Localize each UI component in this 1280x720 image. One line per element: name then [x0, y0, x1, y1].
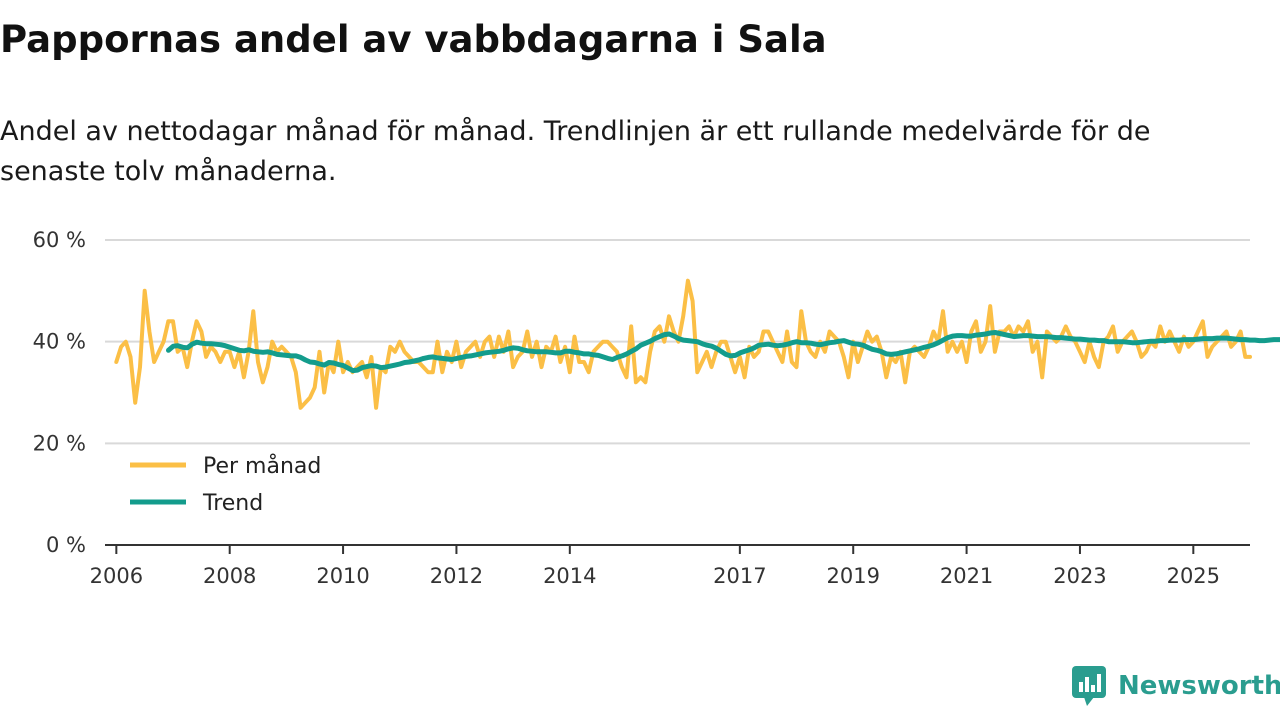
series-line-trend [166, 330, 1280, 374]
x-tick-label: 2025 [1167, 564, 1220, 588]
legend-background [122, 446, 352, 526]
x-tick-label: 2010 [316, 564, 369, 588]
y-tick-label: 20 % [33, 431, 86, 455]
line-chart: 0 % 20 % 40 % 60 % 2006 2008 2010 2012 2014 2017… [33, 228, 1280, 588]
legend-label-per-manad: Per månad [203, 453, 321, 479]
y-axis: 0 % 20 % 40 % 60 % [33, 228, 86, 557]
legend-label-trend: Trend [202, 491, 263, 516]
x-axis: 2006 2008 2010 2012 2014 2017 2019 2021 2023 2025 [90, 545, 1220, 588]
x-tick-label: 2014 [543, 564, 596, 588]
y-tick-label: 40 % [33, 330, 86, 354]
x-tick-label: 2023 [1053, 564, 1106, 588]
x-tick-label: 2019 [826, 564, 879, 588]
chart-subtitle: Andel av nettodagar månad för månad. Tre… [0, 116, 1151, 187]
legend: Per månad Trend [122, 446, 352, 526]
x-tick-label: 2017 [713, 564, 766, 588]
bar-chart-speech-bubble-icon [1072, 666, 1106, 706]
x-tick-label: 2006 [90, 564, 143, 588]
series-line-per-manad [114, 278, 1252, 410]
y-tick-label: 60 % [33, 228, 86, 252]
x-tick-label: 2021 [940, 564, 993, 588]
x-tick-label: 2012 [430, 564, 483, 588]
x-tick-label: 2008 [203, 564, 256, 588]
brand-logo: Newsworthy [1072, 666, 1280, 706]
y-tick-label: 0 % [46, 533, 86, 557]
brand-name: Newsworthy [1118, 671, 1280, 701]
chart-title: Pappornas andel av vabbdagarna i Sala [0, 18, 827, 61]
